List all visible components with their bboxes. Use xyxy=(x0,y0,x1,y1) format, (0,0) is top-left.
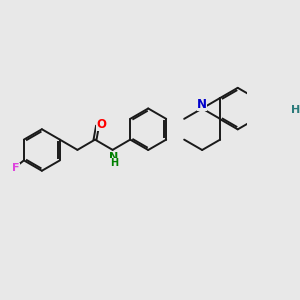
Text: N: N xyxy=(109,152,119,162)
Text: H: H xyxy=(291,105,300,115)
Text: N: N xyxy=(197,98,207,111)
Text: F: F xyxy=(12,163,20,173)
Text: O: O xyxy=(96,118,106,131)
Text: H: H xyxy=(110,158,118,168)
